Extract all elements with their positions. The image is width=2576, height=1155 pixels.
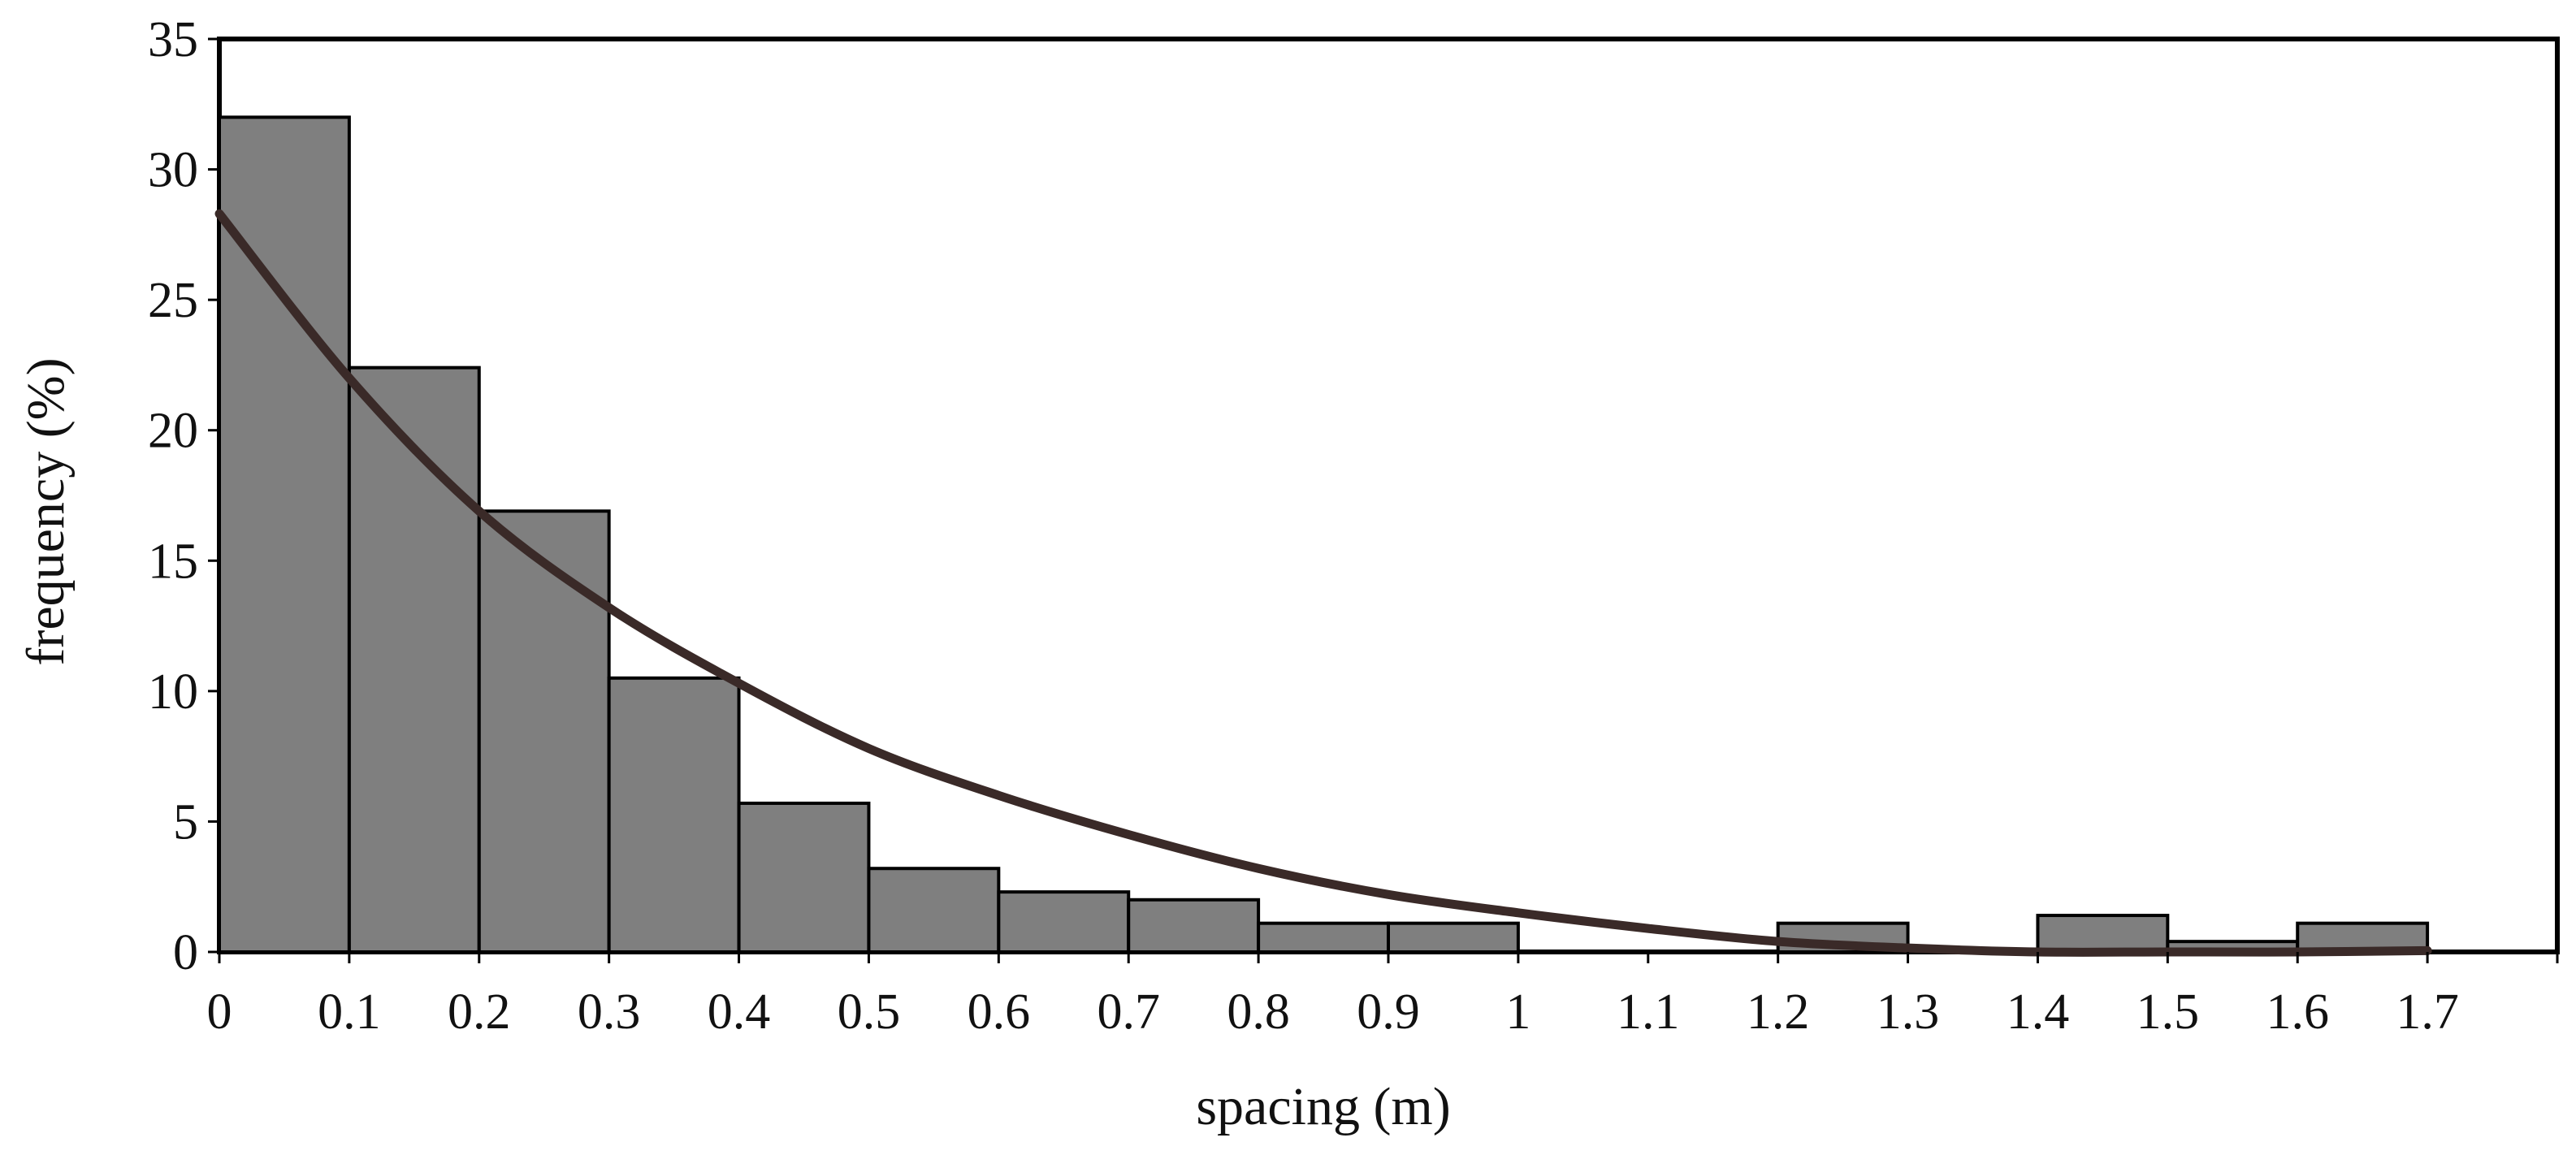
y-tick-label: 30 (148, 143, 198, 198)
x-tick-label: 1.5 (2137, 984, 2200, 1040)
x-tick-label: 0.5 (838, 984, 901, 1040)
y-tick-label: 0 (173, 925, 198, 980)
histogram-bar-3 (607, 676, 741, 954)
histogram-bar-8 (1257, 921, 1390, 954)
x-tick-label: 0.7 (1097, 984, 1160, 1040)
histogram-bar-0 (218, 115, 351, 954)
histogram-bar-11 (2036, 914, 2170, 954)
x-tick-label: 0.6 (968, 984, 1031, 1040)
y-tick-label: 15 (148, 534, 198, 589)
x-tick-label: 1.4 (2007, 984, 2070, 1040)
y-axis-ticks: 0 5 10 15 20 25 30 35 (148, 12, 219, 980)
histogram-bar-7 (1127, 898, 1261, 954)
y-tick-label: 35 (148, 12, 198, 67)
histogram-bar-5 (867, 867, 1001, 954)
x-tick-label: 0.4 (708, 984, 771, 1040)
histogram-bar-2 (477, 509, 611, 954)
x-tick-label: 1.3 (1877, 984, 1940, 1040)
y-tick-label: 10 (148, 664, 198, 720)
y-axis-title: frequency (%) (16, 357, 76, 665)
y-tick-label: 25 (148, 273, 198, 328)
x-axis-title: spacing (m) (1196, 1077, 1450, 1136)
x-tick-label: 0.8 (1227, 984, 1290, 1040)
x-tick-label: 0.1 (318, 984, 381, 1040)
x-tick-label: 0.3 (578, 984, 641, 1040)
x-tick-label: 1.1 (1617, 984, 1680, 1040)
histogram-bar-6 (997, 890, 1131, 954)
y-tick-label: 5 (173, 794, 198, 850)
bars (218, 115, 2430, 954)
plot-area: 0 5 10 15 20 25 30 35 0 0.1 0.2 0.3 0.4 0.5 0.6 0.7 0.8… (148, 12, 2560, 1040)
y-tick-label: 20 (148, 404, 198, 459)
x-tick-label: 1.2 (1747, 984, 1810, 1040)
x-tick-label: 1 (1505, 984, 1530, 1040)
histogram-bar-9 (1387, 921, 1520, 954)
x-tick-label: 1.6 (2266, 984, 2329, 1040)
x-tick-label: 0.9 (1357, 984, 1420, 1040)
x-tick-label: 1.7 (2396, 984, 2459, 1040)
histogram-bar-1 (347, 366, 481, 954)
x-axis-ticks: 0 0.1 0.2 0.3 0.4 0.5 0.6 0.7 0.8 0.9 1 1.1 1.2 1.3 1.… (207, 952, 2559, 1040)
x-tick-label: 0 (207, 984, 232, 1040)
histogram-bar-4 (737, 801, 871, 954)
x-tick-label: 0.2 (448, 984, 511, 1040)
